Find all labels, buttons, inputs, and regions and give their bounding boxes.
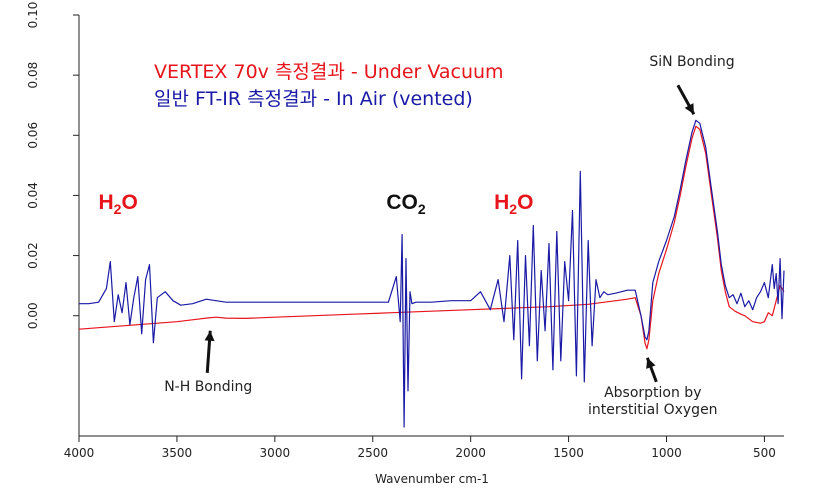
y-tick-label: 0.10 [26, 2, 40, 29]
y-tick-label: 0.08 [26, 62, 40, 89]
x-tick-label: 2000 [455, 446, 486, 460]
legend-entry-air: 일반 FT-IR 측정결과 - In Air (vented) [154, 88, 473, 110]
x-tick-label: 3000 [260, 446, 291, 460]
annotations: SiN Bonding N-H Bonding Absorption by inter… [164, 54, 734, 418]
arrow-head [684, 103, 694, 115]
x-tick-label: 1000 [651, 446, 682, 460]
x-axis-title: Wavenumber cm-1 [375, 472, 489, 486]
molecule-label: H2O [494, 191, 533, 217]
series-line-1 [79, 119, 785, 428]
x-tick-label: 1500 [553, 446, 584, 460]
x-tick-label: 500 [753, 446, 776, 460]
molecule-label: H2O [99, 191, 138, 217]
annotation-label-1: N-H Bonding [164, 379, 252, 395]
y-tick-label: 0.06 [26, 122, 40, 149]
arrow-head [646, 357, 656, 369]
arrow-head [204, 330, 215, 342]
annotation-label-0: SiN Bonding [649, 54, 734, 70]
series-line-0 [78, 125, 785, 350]
y-tick-label: 0.04 [26, 182, 40, 209]
x-tick-label: 4000 [64, 446, 95, 460]
legend-entry-vacuum: VERTEX 70v 측정결과 - Under Vacuum [154, 61, 504, 83]
x-tick-label: 2500 [357, 446, 388, 460]
y-tick-label: 0.02 [26, 242, 40, 269]
y-tick-label: 0.00 [26, 302, 40, 329]
annotation-label-2: Absorption by interstitial Oxygen [588, 385, 718, 418]
series-layer [78, 119, 785, 428]
x-tick-label: 3500 [162, 446, 193, 460]
molecule-labels: H2O CO2 H2O [99, 191, 534, 217]
legend: VERTEX 70v 측정결과 - Under Vacuum 일반 FT-IR … [154, 61, 504, 110]
axes: 4000 3500 3000 2500 2000 1500 1000 500 0.00 0.02 0… [26, 2, 784, 460]
molecule-label: CO2 [386, 191, 426, 217]
